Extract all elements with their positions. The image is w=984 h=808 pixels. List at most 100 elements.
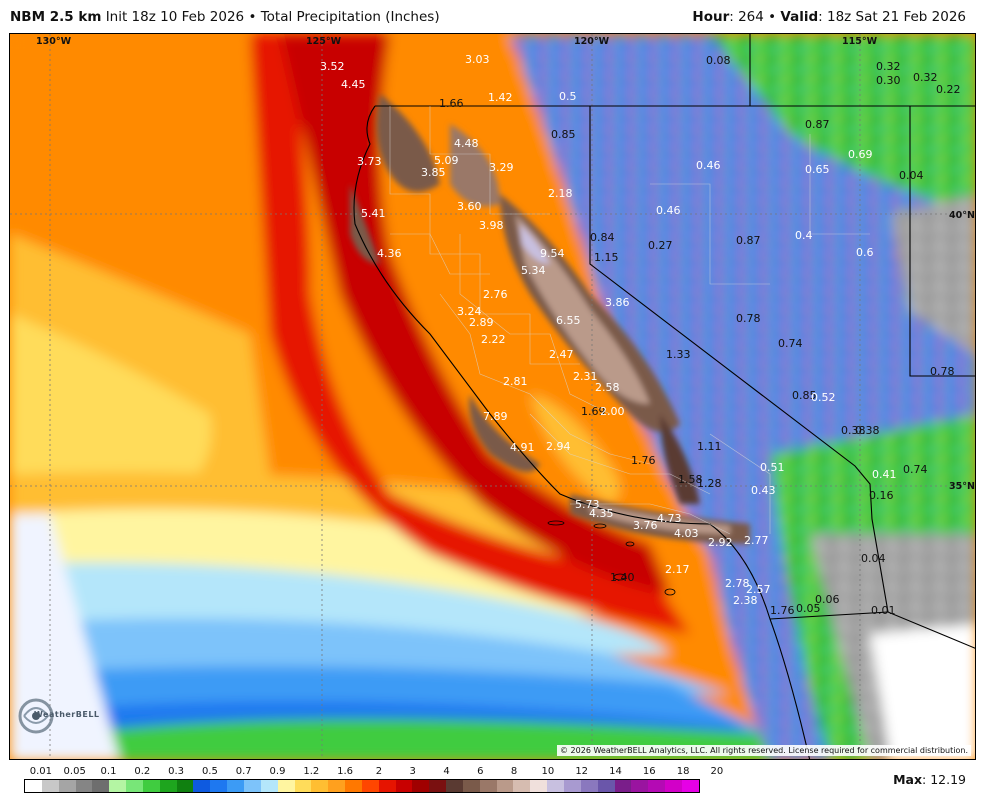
lat-40-label: 40°N — [949, 210, 975, 221]
legend-swatch — [564, 780, 581, 792]
legend-swatch — [665, 780, 682, 792]
legend-tick-label: 14 — [609, 766, 622, 777]
legend-tick-label: 0.7 — [235, 766, 252, 777]
precip-value-label: 0.32 — [913, 71, 938, 84]
precip-value-label: 2.89 — [469, 316, 494, 329]
legend-swatch — [193, 780, 211, 792]
legend-swatch — [479, 780, 497, 792]
separator: • — [248, 9, 257, 25]
precip-value-label: 0.06 — [815, 593, 840, 606]
precip-value-label: 2.58 — [595, 381, 620, 394]
precip-value-label: 0.52 — [811, 391, 836, 404]
precip-value-label: 1.28 — [697, 477, 722, 490]
legend-swatch — [25, 780, 42, 792]
precip-value-label: 2.18 — [548, 187, 573, 200]
legend-swatch — [614, 780, 632, 792]
legend-swatch — [328, 780, 346, 792]
precip-value-label: 0.4 — [795, 229, 813, 242]
coordinate-labels: 130°W 125°W 120°W 115°W 40°N 35°N — [36, 36, 975, 492]
precipitation-map[interactable]: 130°W 125°W 120°W 115°W 40°N 35°N 3.52 4.… — [9, 33, 976, 760]
legend-swatch — [142, 780, 160, 792]
legend-tick-label: 20 — [710, 766, 724, 777]
precip-value-label: 1.76 — [631, 454, 656, 467]
precip-value-label: 2.47 — [549, 348, 574, 361]
precip-value-label: 0.08 — [706, 54, 731, 67]
county-boundaries — [389, 106, 870, 535]
legend-tick-label: 0.1 — [100, 766, 117, 777]
precip-value-label: 2.78 — [725, 577, 750, 590]
header-left: NBM 2.5 km Init 18z 10 Feb 2026 • Total … — [10, 9, 440, 25]
legend-color-bar — [24, 779, 700, 793]
legend-swatch — [92, 780, 110, 792]
precip-value-label: 0.22 — [936, 83, 961, 96]
precip-value-label: 3.76 — [633, 519, 658, 532]
logo-text: WeatherBELL — [34, 710, 100, 719]
precip-value-label: 0.41 — [872, 468, 897, 481]
legend-swatch — [58, 780, 76, 792]
precip-value-label: 0.69 — [848, 148, 873, 161]
precip-value-label: 5.34 — [521, 264, 546, 277]
legend-tick-label: 8 — [510, 766, 518, 777]
precip-value-label: 4.03 — [674, 527, 699, 540]
legend-tick-label: 2 — [375, 766, 383, 777]
precip-value-label: 5.73 — [575, 498, 600, 511]
legend-tick-label: 0.9 — [269, 766, 286, 777]
precip-value-label: 2.76 — [483, 288, 508, 301]
legend-tick-label: 10 — [541, 766, 555, 777]
precip-value-label: 0.87 — [805, 118, 830, 131]
valid-label: Valid — [780, 9, 819, 25]
precip-value-label: 1.11 — [697, 440, 722, 453]
legend-swatch — [681, 780, 699, 792]
precip-value-label: 3.73 — [357, 155, 382, 168]
precip-value-label: 1.33 — [666, 348, 691, 361]
weatherbell-logo: WeatherBELL — [14, 694, 104, 740]
legend-swatch — [462, 780, 480, 792]
legend-tick-label: 16 — [642, 766, 656, 777]
legend-swatch — [496, 780, 514, 792]
precip-value-label: 2.00 — [600, 405, 625, 418]
precip-value-label: 5.09 — [434, 154, 459, 167]
precip-value-label: 2.17 — [665, 563, 690, 576]
precip-value-label: 0.46 — [696, 159, 721, 172]
precip-value-label: 0.51 — [760, 461, 785, 474]
precip-value-label: 0.87 — [736, 234, 761, 247]
precip-value-label: 1.40 — [610, 571, 635, 584]
precip-value-label: 0.74 — [903, 463, 928, 476]
logo-swirl-icon — [18, 698, 54, 734]
precip-value-label: 2.92 — [708, 536, 733, 549]
precip-value-label: 0.05 — [796, 602, 821, 615]
legend-swatch — [547, 780, 564, 792]
legend-swatch — [378, 780, 396, 792]
precip-value-label: 0.38 — [841, 424, 866, 437]
copyright-notice: © 2026 WeatherBELL Analytics, LLC. All r… — [557, 745, 971, 756]
legend-swatch — [631, 780, 649, 792]
precip-value-label: 0.43 — [751, 484, 776, 497]
legend-swatch — [159, 780, 177, 792]
legend-tick-label: 6 — [477, 766, 484, 777]
precip-value-label: 3.24 — [457, 305, 482, 318]
precip-value-label: 0.32 — [876, 60, 901, 73]
map-canvas: 130°W 125°W 120°W 115°W 40°N 35°N 3.52 4.… — [10, 34, 975, 759]
legend-swatch — [597, 780, 615, 792]
legend-tick-label: 0.01 — [29, 766, 53, 777]
legend-swatch — [513, 780, 531, 792]
legend-swatch — [260, 780, 278, 792]
legend-tick-label: 0.05 — [63, 766, 86, 777]
legend-tick-label: 12 — [575, 766, 589, 777]
precip-value-label: 0.04 — [899, 169, 924, 182]
precip-value-label: 2.57 — [746, 583, 771, 596]
precip-value-label: 3.85 — [421, 166, 446, 179]
init-time: Init 18z 10 Feb 2026 — [105, 9, 245, 25]
precip-value-label: 0.78 — [736, 312, 761, 325]
legend-swatch — [277, 780, 295, 792]
product-name: Total Precipitation (Inches) — [260, 9, 440, 25]
precip-value-label: 3.03 — [465, 53, 490, 66]
precip-value-label: 1.58 — [678, 473, 703, 486]
legend-swatch — [345, 780, 362, 792]
mountain-highs — [350, 94, 750, 544]
precip-value-label: 0.16 — [869, 489, 894, 502]
max-label: Max — [893, 772, 923, 787]
legend-tick-label: 18 — [676, 766, 690, 777]
precip-value-label: 2.81 — [503, 375, 528, 388]
state-boundaries — [353, 34, 975, 759]
